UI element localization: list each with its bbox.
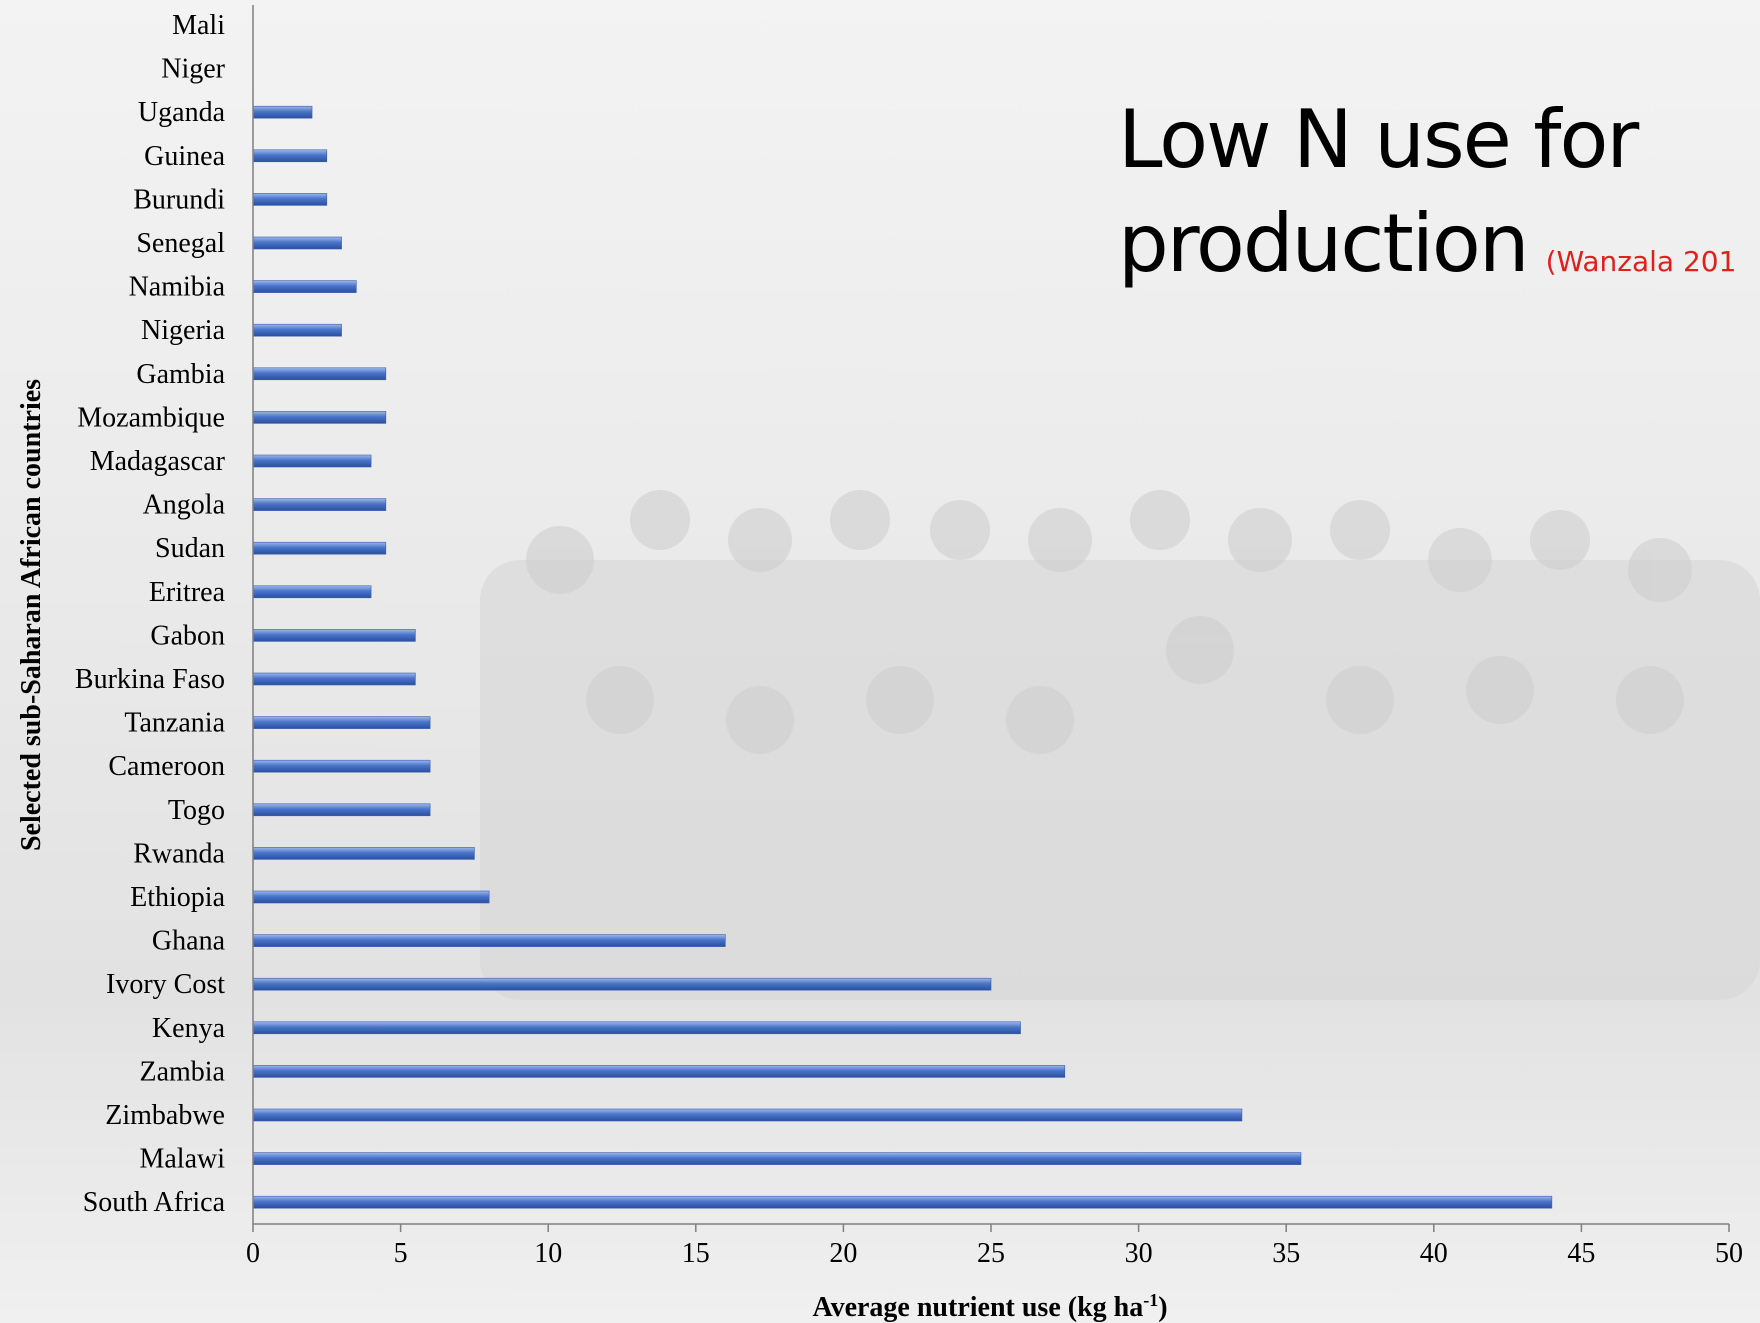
x-axis: 0 5 10 15 20 25 30 35 40 45 50: [246, 5, 1743, 1269]
category-label: Gambia: [136, 359, 225, 390]
category-label: Kenya: [152, 1013, 226, 1044]
bar: [252, 977, 992, 991]
category-label: Tanzania: [124, 708, 225, 739]
category-label: Burundi: [133, 184, 225, 215]
category-label: Burkina Faso: [75, 664, 225, 695]
category-label: Nigeria: [141, 315, 226, 346]
x-tick-label: 25: [977, 1238, 1005, 1269]
y-axis-title: Selected sub-Saharan African countries: [16, 379, 47, 851]
x-tick-label: 30: [1125, 1238, 1153, 1269]
bar: [252, 323, 342, 337]
x-tick-label: 35: [1272, 1238, 1300, 1269]
bar: [252, 236, 342, 250]
bar: [252, 105, 313, 119]
bar: [252, 759, 431, 773]
bar: [252, 1195, 1553, 1209]
bar: [252, 541, 387, 555]
bar: [252, 1065, 1066, 1078]
title-line-1: Low N use for: [1118, 93, 1639, 186]
category-label: Niger: [161, 54, 225, 85]
x-tick-label: 40: [1420, 1238, 1448, 1269]
bar: [252, 716, 431, 729]
bar: [252, 803, 431, 817]
category-label: Cameroon: [108, 751, 225, 782]
bar: [252, 672, 416, 686]
bar: [252, 934, 726, 947]
category-label: Namibia: [129, 272, 226, 303]
citation: (Wanzala 201: [1545, 245, 1737, 278]
category-label: Madagascar: [90, 446, 226, 477]
category-label: Zambia: [139, 1056, 225, 1087]
category-label: Mali: [172, 10, 225, 41]
category-label: Gabon: [150, 620, 225, 651]
bar: [252, 890, 490, 904]
bar: [252, 629, 416, 642]
category-label: Uganda: [138, 97, 226, 128]
category-label: Guinea: [144, 141, 225, 172]
bar: [252, 149, 328, 163]
x-tick-label: 20: [829, 1238, 857, 1269]
x-tick-label: 50: [1715, 1238, 1743, 1269]
slide-title: Low N use for production (Wanzala 201: [1118, 88, 1760, 298]
category-label: Togo: [168, 795, 225, 826]
category-label: Malawi: [139, 1144, 225, 1175]
bar: [252, 847, 475, 860]
bar: [252, 1021, 1021, 1035]
category-label: Rwanda: [133, 838, 225, 869]
x-tick-label: 10: [534, 1238, 562, 1269]
category-label: Sudan: [155, 533, 225, 564]
category-label: South Africa: [83, 1187, 226, 1218]
bar: [252, 411, 387, 424]
bar: [252, 1152, 1302, 1165]
x-tick-label: 0: [246, 1238, 260, 1269]
bar: [252, 193, 328, 206]
x-tick-label: 45: [1567, 1238, 1595, 1269]
bar: [252, 1108, 1243, 1122]
category-labels: Mali Niger Uganda Guinea Burundi Senegal Namib…: [75, 10, 226, 1218]
x-tick-label: 5: [394, 1238, 408, 1269]
bars-group: [252, 105, 1553, 1209]
category-label: Angola: [143, 490, 226, 521]
category-label: Eritrea: [149, 577, 226, 608]
category-label: Zimbabwe: [105, 1100, 225, 1131]
bar: [252, 585, 372, 599]
category-label: Ghana: [152, 926, 226, 957]
x-axis-title: Average nutrient use (kg ha-1): [812, 1290, 1167, 1323]
bar: [252, 280, 357, 293]
bar: [252, 454, 372, 468]
bar: [252, 498, 387, 511]
bar: [252, 367, 387, 381]
category-label: Mozambique: [77, 402, 225, 433]
x-tick-label: 15: [682, 1238, 710, 1269]
title-line-2: production: [1118, 197, 1530, 290]
category-label: Ivory Cost: [106, 969, 225, 1000]
category-label: Ethiopia: [130, 882, 225, 913]
category-label: Senegal: [136, 228, 225, 259]
